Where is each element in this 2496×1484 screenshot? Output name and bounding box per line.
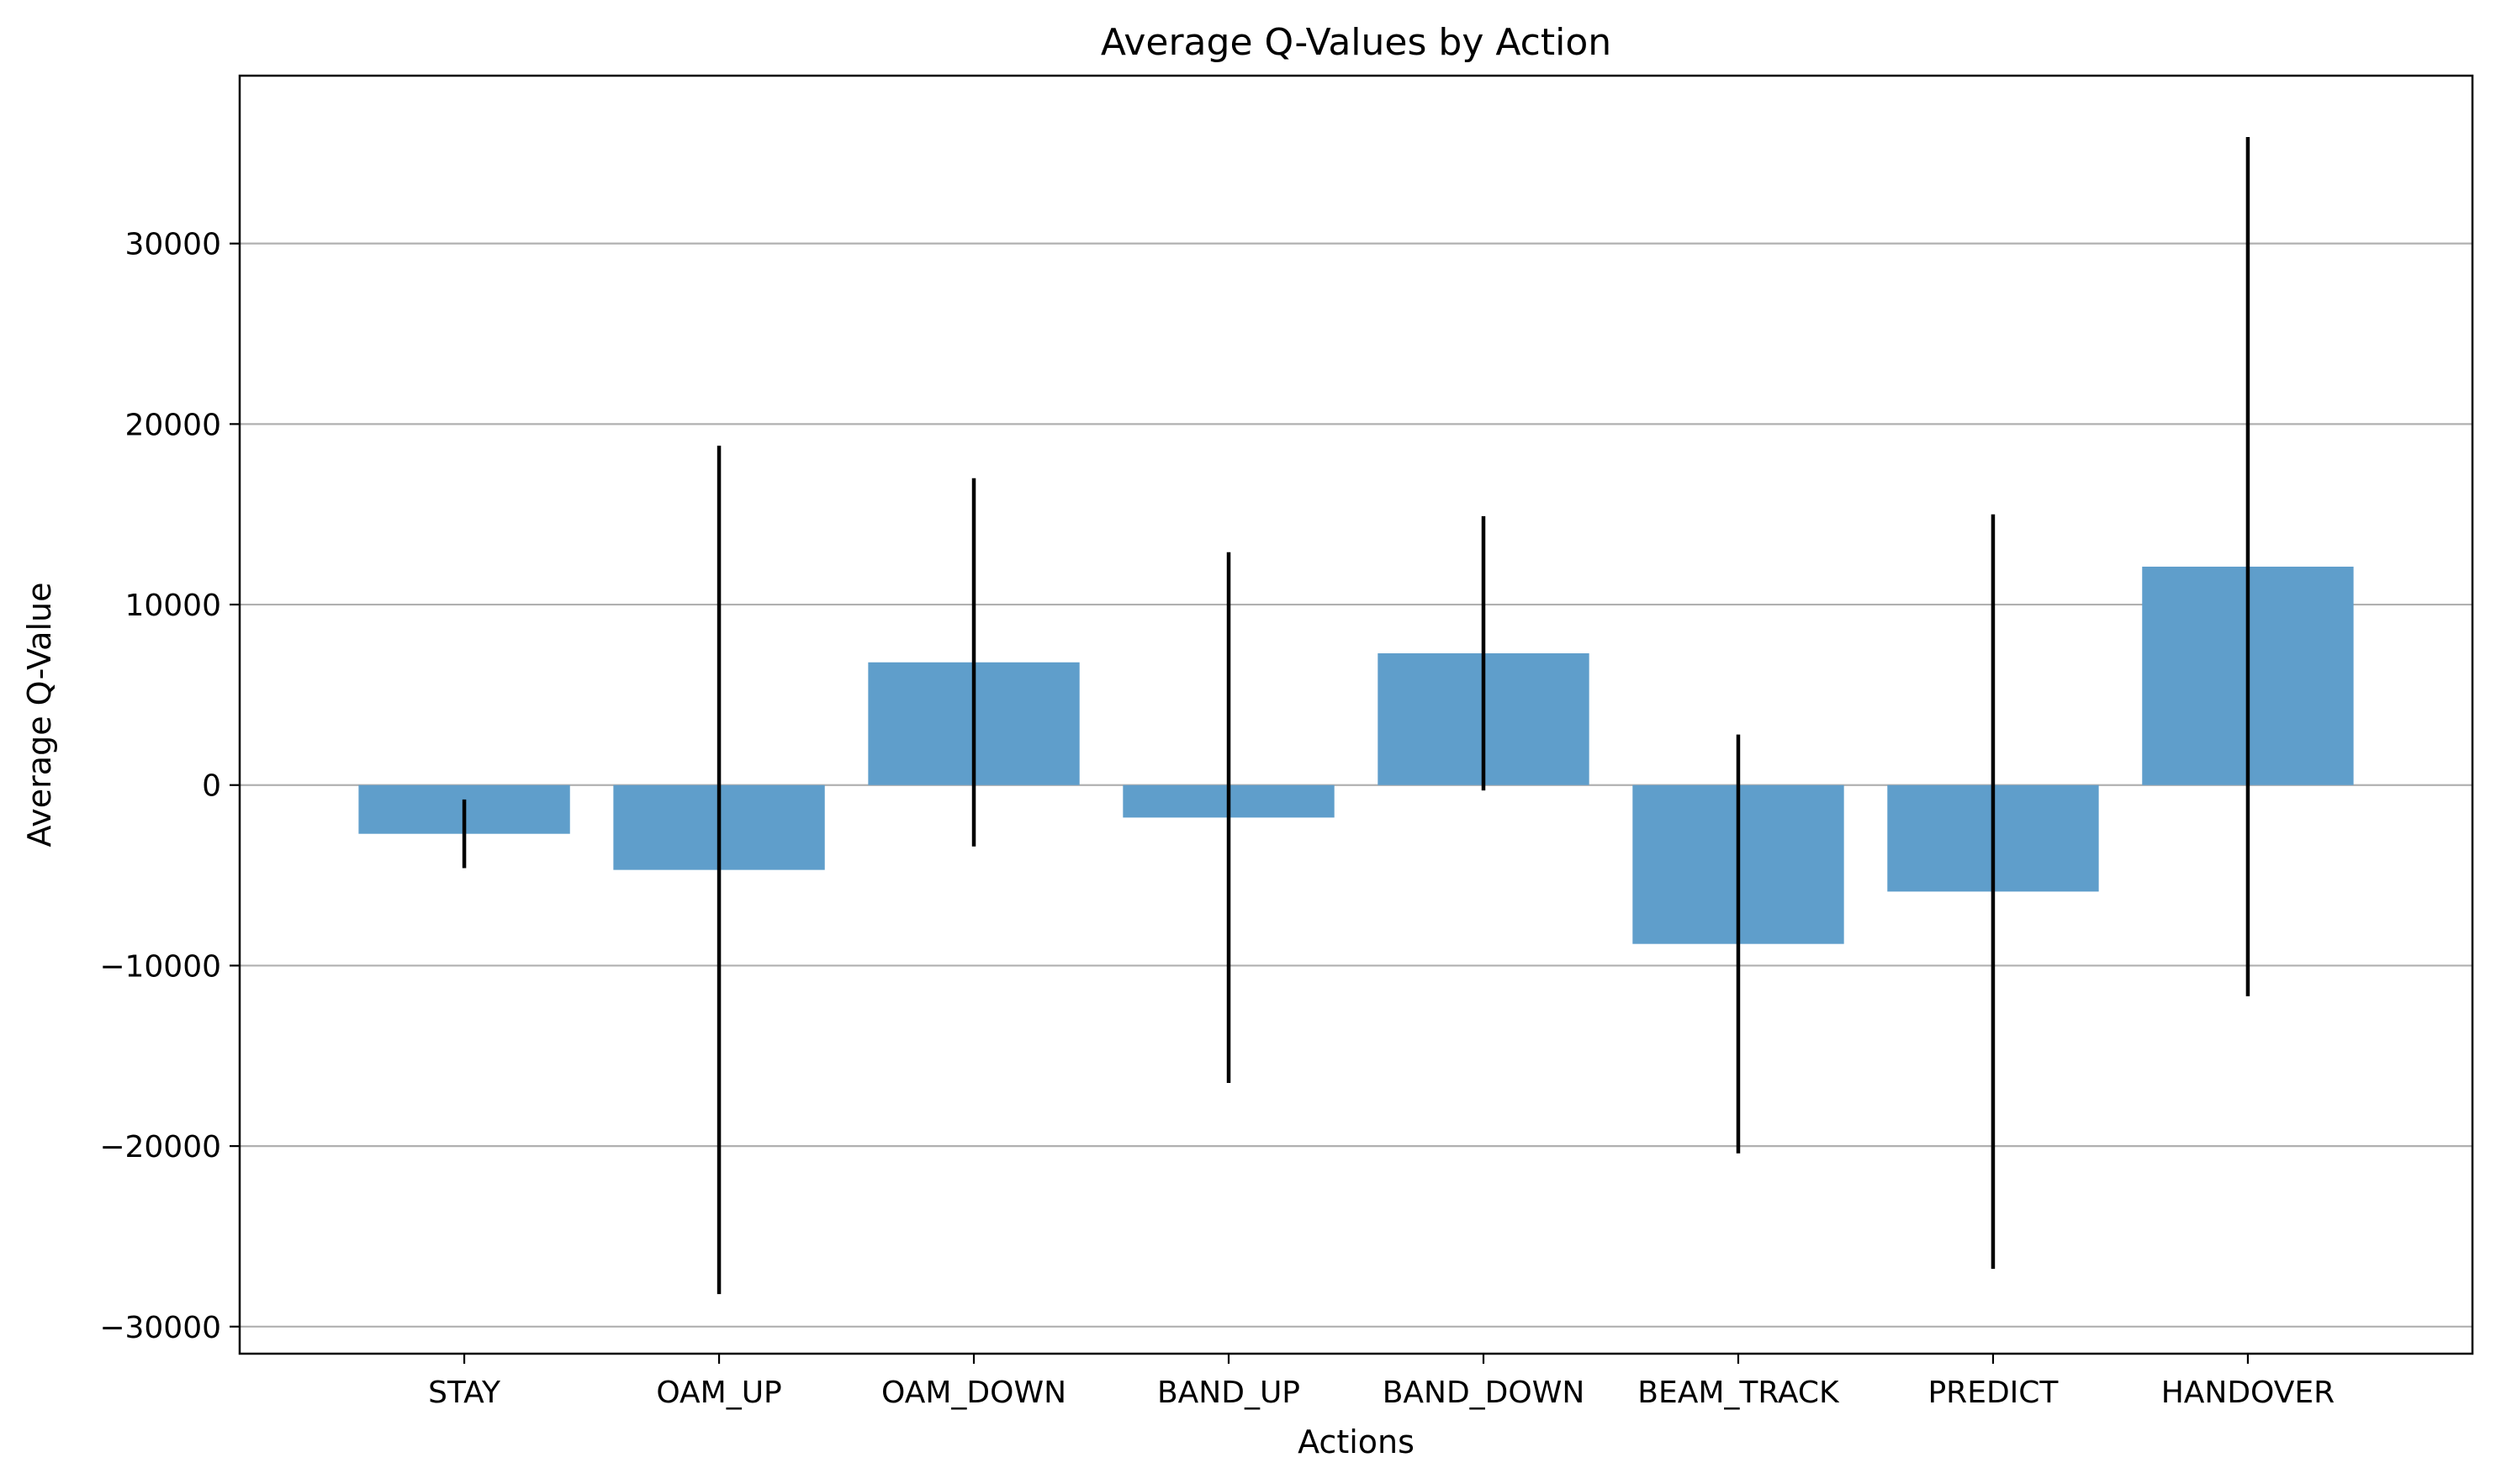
y-tick-label: 30000: [124, 228, 221, 262]
x-tick-label: HANDOVER: [2161, 1376, 2335, 1410]
y-tick-label: −30000: [99, 1311, 221, 1345]
error-bars: [462, 136, 2250, 1295]
x-axis-label: Actions: [1298, 1423, 1415, 1460]
x-tick-label: BAND_UP: [1157, 1376, 1300, 1410]
y-tick-label: 0: [202, 769, 221, 804]
y-tick-label: 20000: [124, 408, 221, 442]
x-tick-label: OAM_UP: [656, 1376, 781, 1410]
y-tick-label: 10000: [124, 589, 221, 623]
y-ticks: −30000 −20000 −10000 0 10000 20000 30000: [99, 228, 240, 1345]
chart-title: Average Q-Values by Action: [1101, 21, 1611, 64]
x-ticks: STAY OAM_UP OAM_DOWN BAND_UP BAND_DOWN BEAM_T…: [428, 1354, 2335, 1410]
y-axis-label: Average Q-Value: [21, 583, 58, 848]
x-tick-label: BAND_DOWN: [1383, 1376, 1585, 1410]
y-tick-label: −20000: [99, 1130, 221, 1164]
grid-lines: [240, 242, 2472, 1328]
x-tick-label: BEAM_TRACK: [1637, 1376, 1840, 1410]
y-tick-label: −10000: [99, 949, 221, 984]
x-tick-label: OAM_DOWN: [881, 1376, 1066, 1410]
plot-frame: [238, 74, 2474, 1355]
x-tick-label: PREDICT: [1928, 1376, 2059, 1410]
x-tick-label: STAY: [428, 1376, 501, 1410]
